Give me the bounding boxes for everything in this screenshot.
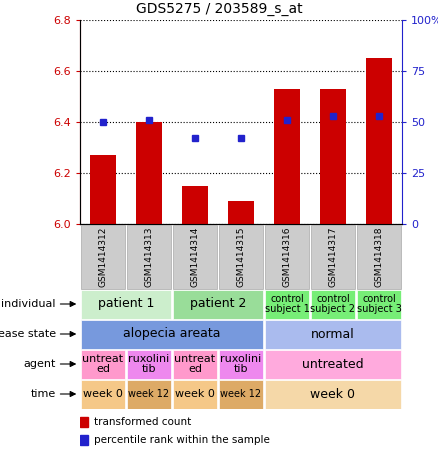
Bar <box>265 225 309 289</box>
Bar <box>173 289 263 318</box>
Text: GSM1414318: GSM1414318 <box>374 226 384 287</box>
Text: week 0: week 0 <box>311 387 356 400</box>
Bar <box>80 417 88 427</box>
Text: control
subject 2: control subject 2 <box>311 294 356 314</box>
Text: patient 1: patient 1 <box>98 298 154 310</box>
Text: GSM1414312: GSM1414312 <box>99 226 107 287</box>
Bar <box>127 225 171 289</box>
Text: normal: normal <box>311 328 355 341</box>
Bar <box>219 350 263 379</box>
Text: week 12: week 12 <box>220 389 261 399</box>
Text: untreated: untreated <box>302 357 364 371</box>
Bar <box>80 435 88 445</box>
Bar <box>173 350 217 379</box>
Text: week 0: week 0 <box>83 389 123 399</box>
Bar <box>311 289 355 318</box>
Text: patient 2: patient 2 <box>190 298 246 310</box>
Bar <box>90 155 116 224</box>
Bar <box>311 225 355 289</box>
Bar <box>81 289 171 318</box>
Bar <box>228 201 254 224</box>
Bar <box>274 89 300 224</box>
Text: agent: agent <box>24 359 56 369</box>
Text: week 12: week 12 <box>128 389 170 399</box>
Bar <box>357 289 401 318</box>
Text: untreat
ed: untreat ed <box>82 354 124 374</box>
Text: GSM1414314: GSM1414314 <box>191 226 199 287</box>
Bar <box>357 225 401 289</box>
Bar <box>265 380 401 409</box>
Bar <box>127 380 171 409</box>
Text: individual: individual <box>1 299 56 309</box>
Text: GSM1414315: GSM1414315 <box>237 226 246 287</box>
Text: GSM1414316: GSM1414316 <box>283 226 292 287</box>
Bar <box>127 350 171 379</box>
Text: ruxolini
tib: ruxolini tib <box>220 354 261 374</box>
Bar <box>366 58 392 224</box>
Text: GSM1414313: GSM1414313 <box>145 226 153 287</box>
Text: alopecia areata: alopecia areata <box>123 328 221 341</box>
Text: time: time <box>31 389 56 399</box>
Bar <box>182 186 208 224</box>
Bar <box>219 380 263 409</box>
Bar <box>136 122 162 224</box>
Text: control
subject 1: control subject 1 <box>265 294 309 314</box>
Text: GDS5275 / 203589_s_at: GDS5275 / 203589_s_at <box>136 2 302 16</box>
Bar <box>265 350 401 379</box>
Text: untreat
ed: untreat ed <box>174 354 215 374</box>
Bar <box>81 350 125 379</box>
Text: ruxolini
tib: ruxolini tib <box>128 354 170 374</box>
Bar <box>219 225 263 289</box>
Text: transformed count: transformed count <box>95 417 192 427</box>
Bar <box>173 225 217 289</box>
Text: week 0: week 0 <box>175 389 215 399</box>
Bar <box>265 289 309 318</box>
Bar <box>173 380 217 409</box>
Bar <box>81 225 125 289</box>
Text: GSM1414317: GSM1414317 <box>328 226 338 287</box>
Text: percentile rank within the sample: percentile rank within the sample <box>95 435 270 445</box>
Bar <box>265 319 401 348</box>
Text: control
subject 3: control subject 3 <box>357 294 402 314</box>
Text: disease state: disease state <box>0 329 56 339</box>
Bar <box>81 319 263 348</box>
Bar <box>320 89 346 224</box>
Bar <box>81 380 125 409</box>
